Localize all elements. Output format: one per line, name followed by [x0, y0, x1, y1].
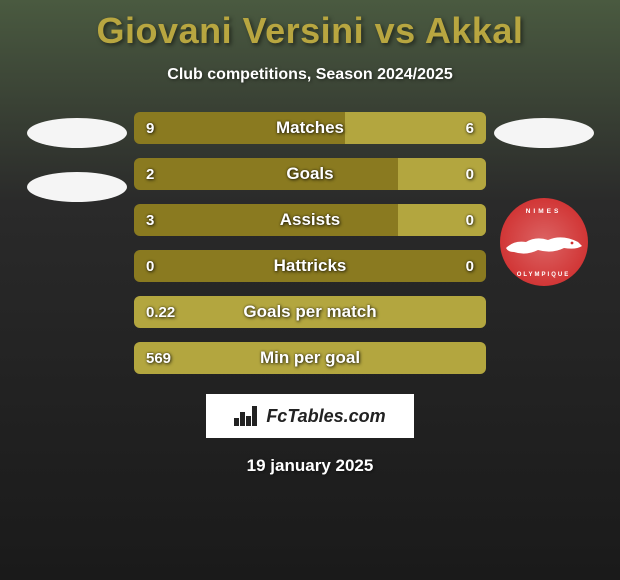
team-badge-placeholder [27, 172, 127, 202]
badge-text-top: NIMES [526, 208, 562, 215]
bar-segment-right [398, 204, 486, 236]
footer-date: 19 january 2025 [247, 456, 374, 476]
player-avatar-placeholder [494, 118, 594, 148]
logo-text: FcTables.com [266, 406, 385, 427]
stat-row: 96Matches [134, 112, 486, 144]
content-wrapper: Giovani Versini vs Akkal Club competitio… [0, 0, 620, 580]
stat-bars: 96Matches 20Goals 30Assists 00Hattricks 0.22… [134, 112, 486, 374]
stat-row: 30Assists [134, 204, 486, 236]
team-badge-nimes: NIMES OLYMPIQUE [500, 198, 588, 286]
stat-row: 00Hattricks [134, 250, 486, 282]
bar-chart-icon [234, 406, 258, 426]
player-avatar-placeholder [27, 118, 127, 148]
right-player-column: NIMES OLYMPIQUE [486, 112, 601, 286]
page-title: Giovani Versini vs Akkal [97, 10, 524, 52]
subtitle: Club competitions, Season 2024/2025 [167, 66, 452, 84]
stat-row: 569Min per goal [134, 342, 486, 374]
bar-track [134, 250, 486, 282]
left-player-column [19, 112, 134, 202]
badge-text-bottom: OLYMPIQUE [517, 272, 570, 278]
bar-track [134, 342, 486, 374]
stat-row: 0.22Goals per match [134, 296, 486, 328]
stat-row: 20Goals [134, 158, 486, 190]
main-row: 96Matches 20Goals 30Assists 00Hattricks 0.22… [0, 112, 620, 374]
crocodile-icon [504, 232, 584, 258]
fctables-logo[interactable]: FcTables.com [206, 394, 414, 438]
bar-segment-right [345, 112, 486, 144]
bar-track [134, 296, 486, 328]
bar-segment-right [398, 158, 486, 190]
